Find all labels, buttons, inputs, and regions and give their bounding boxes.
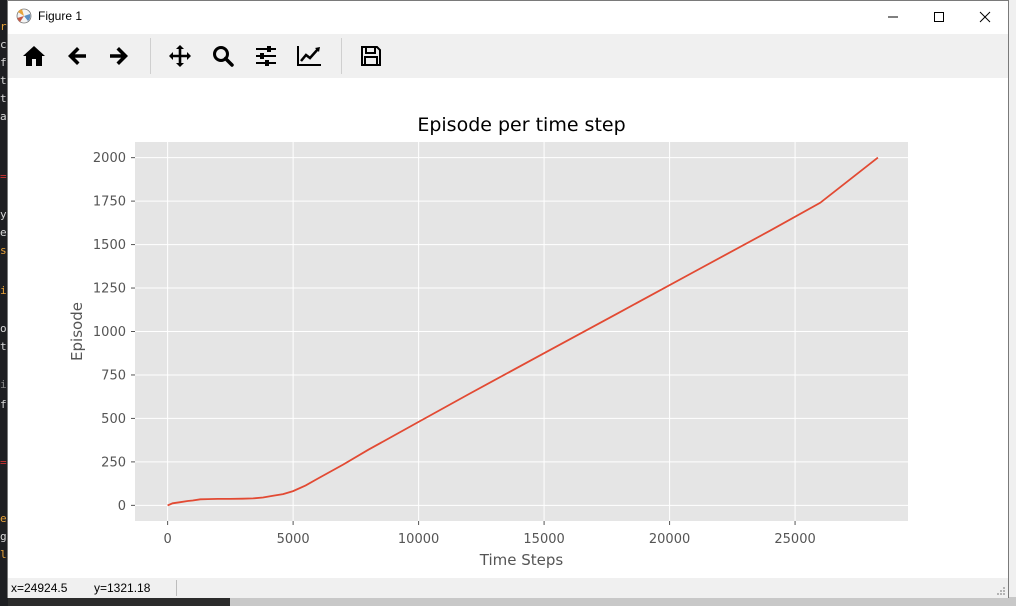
- window-title: Figure 1: [38, 9, 83, 23]
- zoom-button[interactable]: [205, 38, 241, 74]
- forward-icon: [110, 47, 128, 65]
- background-code-glyph: f: [0, 56, 7, 69]
- y-tick-label: 250: [101, 455, 126, 470]
- background-code-glyph: i: [0, 378, 7, 391]
- toolbar-separator: [341, 38, 342, 74]
- toolbar-separator: [150, 38, 151, 74]
- background-code-glyph: f: [0, 398, 7, 411]
- background-code-glyph: i: [0, 284, 7, 297]
- x-tick-label: 25000: [774, 532, 815, 547]
- x-tick-label: 20000: [649, 532, 690, 547]
- figure-window: Figure 1: [7, 0, 1009, 598]
- y-tick-label: 1250: [93, 282, 126, 297]
- background-code-glyph: e: [0, 512, 7, 525]
- background-window-strip: [1008, 0, 1016, 606]
- background-code-glyph: =: [0, 456, 7, 469]
- configure-subplots-icon: [256, 46, 276, 66]
- background-code-glyph: a: [0, 110, 7, 123]
- title-bar[interactable]: Figure 1: [8, 1, 1008, 32]
- status-separator: [176, 580, 177, 596]
- y-tick-label: 2000: [93, 151, 126, 166]
- y-tick-label: 1750: [93, 195, 126, 210]
- x-axis-label: Time Steps: [479, 551, 564, 569]
- line-chart: 0 5000 10000 15000 20000 25000 0 250 500 750 1000 1…: [68, 114, 908, 569]
- close-icon: [979, 11, 991, 22]
- pan-icon: [169, 45, 191, 67]
- background-code-glyph: s: [0, 244, 7, 257]
- zoom-icon: [213, 46, 234, 67]
- resize-grip-icon[interactable]: [996, 586, 1006, 596]
- figure-canvas[interactable]: 0 5000 10000 15000 20000 25000 0 250 500 750 1000 1…: [8, 78, 1008, 578]
- configure-subplots-button[interactable]: [248, 38, 284, 74]
- background-code-glyph: l: [0, 548, 7, 561]
- background-code-glyph: r: [0, 20, 7, 33]
- y-tick-label: 500: [101, 412, 126, 427]
- x-tick-label: 5000: [277, 532, 310, 547]
- y-tick-label: 750: [101, 368, 126, 383]
- navigation-toolbar: [8, 34, 1008, 78]
- status-bar: x=24924.5 y=1321.18: [8, 578, 1008, 598]
- maximize-button[interactable]: [916, 1, 962, 32]
- pan-button[interactable]: [162, 38, 198, 74]
- forward-button[interactable]: [101, 38, 137, 74]
- x-tick-label: 0: [163, 532, 171, 547]
- save-button[interactable]: [353, 38, 389, 74]
- series-line: [167, 156, 879, 507]
- maximize-icon: [934, 11, 944, 22]
- y-tick-label: 1000: [93, 325, 126, 340]
- background-code-glyph: t: [0, 92, 7, 105]
- back-button[interactable]: [59, 38, 95, 74]
- background-code-glyph: e: [0, 226, 7, 239]
- background-code-glyph: o: [0, 322, 7, 335]
- y-tick-label: 0: [118, 499, 126, 514]
- cursor-y-readout: y=1321.18: [94, 581, 151, 595]
- background-taskbar-strip: [230, 597, 1016, 606]
- y-axis-label: Episode: [68, 302, 86, 361]
- background-code-glyph: t: [0, 74, 7, 87]
- background-code-glyph: =: [0, 170, 7, 183]
- close-button[interactable]: [962, 1, 1008, 32]
- home-icon: [23, 46, 45, 66]
- edit-axis-button[interactable]: [291, 38, 327, 74]
- cursor-x-readout: x=24924.5: [11, 581, 68, 595]
- y-tick-label: 1500: [93, 238, 126, 253]
- back-icon: [68, 47, 86, 65]
- background-code-glyph: g: [0, 530, 7, 543]
- minimize-button[interactable]: [870, 1, 916, 32]
- x-tick-label: 15000: [523, 532, 564, 547]
- x-tick-label: 10000: [398, 532, 439, 547]
- background-code-glyph: c: [0, 38, 7, 51]
- matplotlib-logo-icon: [16, 8, 32, 24]
- background-editor-strip: r c f t t a = y e s i o t i f = e g l: [0, 0, 8, 606]
- background-code-glyph: y: [0, 208, 7, 221]
- save-icon: [361, 46, 381, 66]
- home-button[interactable]: [16, 38, 52, 74]
- minimize-icon: [888, 16, 898, 17]
- edit-axis-icon: [297, 46, 321, 66]
- tick-labels: 0 5000 10000 15000 20000 25000 0 250 500 750 1000 1…: [93, 151, 816, 547]
- chart-title: Episode per time step: [417, 114, 625, 136]
- background-code-glyph: t: [0, 340, 7, 353]
- grid-lines: [135, 142, 908, 521]
